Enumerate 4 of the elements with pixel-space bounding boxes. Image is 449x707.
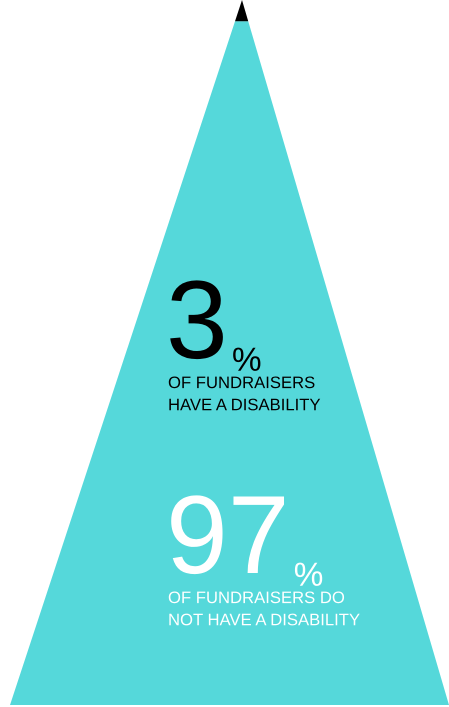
category-label: OF FUNDRAISERS DO NOT HAVE A DISABILITY <box>168 591 360 626</box>
data-label: 3% <box>170 280 260 371</box>
data-label: 97% <box>171 495 322 586</box>
category-label: OF FUNDRAISERS HAVE A DISABILITY <box>168 376 320 410</box>
